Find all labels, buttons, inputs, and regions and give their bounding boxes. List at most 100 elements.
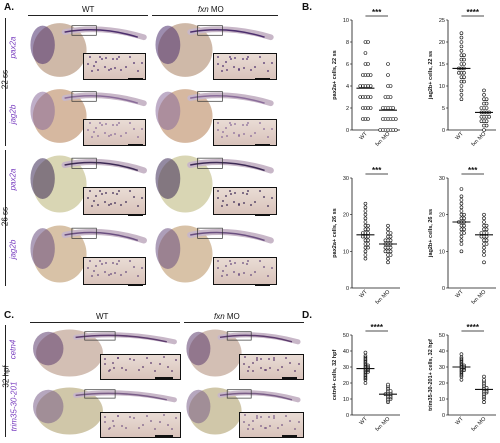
data-point xyxy=(363,227,368,232)
scale-bar xyxy=(154,435,173,437)
y-tick-label: 10 xyxy=(343,18,349,24)
y-tick-label: 30 xyxy=(439,176,445,182)
y-tick-label: 40 xyxy=(439,349,445,355)
data-point xyxy=(363,73,368,77)
data-point xyxy=(363,201,368,206)
y-axis-label: trim35-30-201+ cells, 32 hpf xyxy=(428,339,434,411)
data-point xyxy=(484,231,489,235)
data-point xyxy=(484,106,489,110)
data-point xyxy=(482,253,486,257)
data-point xyxy=(386,256,390,261)
data-point xyxy=(363,249,368,254)
data-point xyxy=(482,216,486,221)
stage-bracket-26ss xyxy=(5,150,6,286)
embryo-fxn-mo-jag2b-26ss xyxy=(153,220,277,288)
x-category-label: fxn MO xyxy=(471,131,488,148)
inset-zoom xyxy=(82,119,146,146)
data-point xyxy=(479,234,484,239)
data-point xyxy=(361,73,365,77)
scale-bar xyxy=(282,377,297,379)
embryo-wt-pax2a-26ss xyxy=(28,150,150,218)
y-tick-label: 30 xyxy=(343,176,349,182)
significance-label: *** xyxy=(372,8,382,17)
data-point xyxy=(363,209,368,213)
data-point xyxy=(366,84,370,88)
y-tick-label: 6 xyxy=(346,62,349,68)
data-point xyxy=(363,216,368,221)
data-point xyxy=(383,238,388,243)
data-point xyxy=(459,31,464,36)
data-point xyxy=(391,106,396,110)
y-tick-label: 0 xyxy=(346,413,349,419)
panel-c-wt-rule xyxy=(30,322,180,323)
data-point xyxy=(363,117,368,121)
data-point xyxy=(358,95,363,99)
y-tick-label: 0 xyxy=(442,128,445,134)
data-point xyxy=(363,220,368,224)
data-point xyxy=(459,194,464,199)
data-point xyxy=(459,48,464,53)
y-tick-label: 0 xyxy=(442,413,445,419)
data-point xyxy=(459,231,464,235)
data-point xyxy=(482,374,486,379)
data-point xyxy=(383,95,388,99)
panel-a-mo-header: fxn MO xyxy=(198,5,224,14)
y-axis-label: pax2a+ cells, 26 ss xyxy=(332,208,338,257)
data-point xyxy=(388,389,393,393)
data-point xyxy=(482,220,486,224)
data-point xyxy=(459,88,464,93)
y-tick-label: 0 xyxy=(346,286,349,292)
embryo-wt-jag2b-22ss xyxy=(28,84,150,148)
y-tick-label: 50 xyxy=(439,333,445,339)
data-point xyxy=(462,231,466,235)
data-point xyxy=(459,93,464,97)
data-point xyxy=(462,71,466,75)
data-point xyxy=(479,115,484,119)
data-point xyxy=(459,201,464,206)
data-point xyxy=(363,350,368,355)
data-point xyxy=(386,223,390,228)
data-point xyxy=(388,84,393,88)
significance-label: *** xyxy=(372,166,382,175)
y-axis-label: pax2a+ cells, 22 ss xyxy=(332,50,338,99)
panel-a-label: A. xyxy=(4,2,14,13)
scale-bar xyxy=(128,78,143,80)
inset-zoom xyxy=(82,53,146,80)
data-point xyxy=(363,381,368,385)
stage-bracket-32hpf xyxy=(5,325,6,437)
data-point xyxy=(383,245,388,250)
data-point xyxy=(459,212,464,217)
scale-bar xyxy=(282,435,297,437)
data-point xyxy=(484,97,489,101)
data-point xyxy=(383,249,388,254)
data-point xyxy=(363,84,368,88)
scale-bar xyxy=(254,214,270,216)
y-tick-label: 10 xyxy=(439,249,445,255)
data-point xyxy=(363,62,368,66)
data-point xyxy=(459,377,464,382)
data-point xyxy=(459,57,464,62)
panel-c-label: C. xyxy=(4,310,14,321)
data-point xyxy=(462,79,466,84)
data-point xyxy=(366,238,370,243)
data-point xyxy=(459,71,464,75)
scale-bar xyxy=(128,144,143,146)
data-point xyxy=(459,75,464,79)
scale-bar xyxy=(128,214,143,216)
significance-label: **** xyxy=(466,8,479,17)
data-point xyxy=(482,128,486,132)
y-tick-label: 40 xyxy=(343,349,349,355)
data-point xyxy=(462,53,466,58)
y-tick-label: 10 xyxy=(439,397,445,403)
data-point xyxy=(484,234,489,239)
data-point xyxy=(459,84,464,88)
panel-c-mo-rule xyxy=(184,322,304,323)
panel-d-label: D. xyxy=(302,310,312,321)
y-tick-label: 0 xyxy=(442,286,445,292)
data-point xyxy=(479,106,484,110)
data-point xyxy=(484,227,489,232)
panel-b-label: B. xyxy=(302,2,312,13)
data-point xyxy=(368,73,373,77)
significance-label: **** xyxy=(466,323,479,332)
data-point xyxy=(388,95,393,99)
